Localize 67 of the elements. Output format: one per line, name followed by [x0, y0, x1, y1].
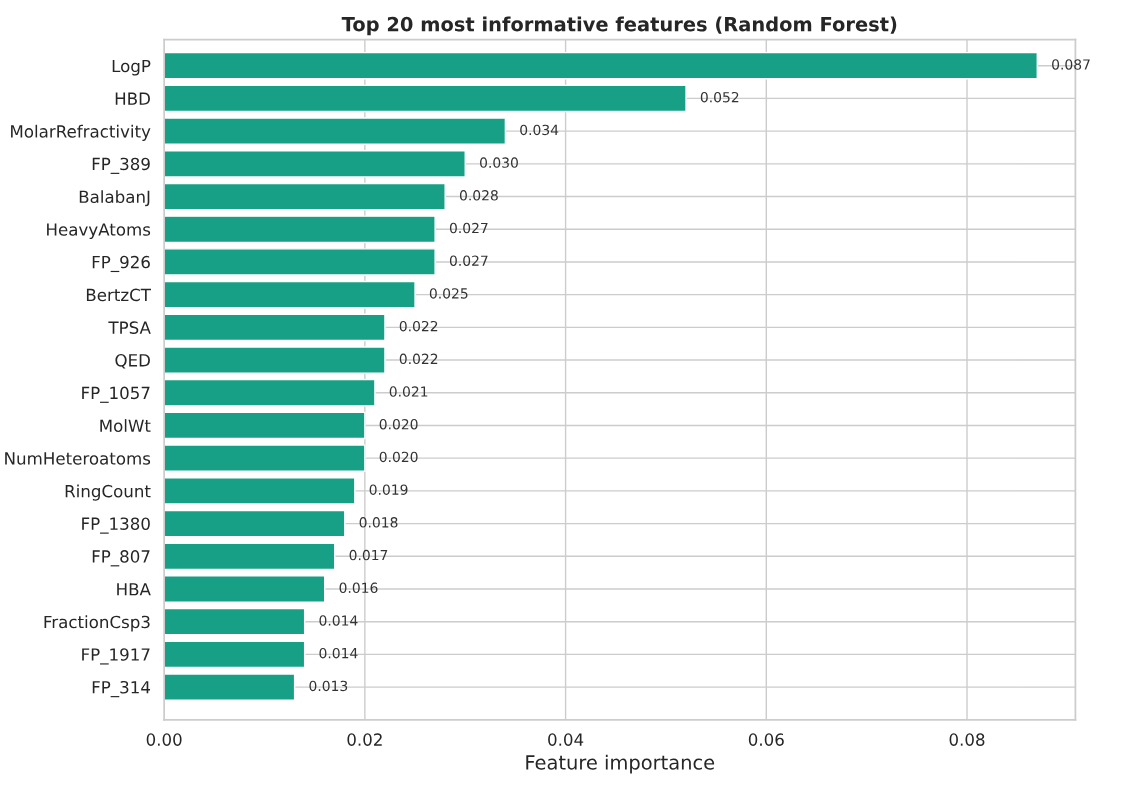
x-tick-label: 0.08: [949, 733, 985, 746]
bar: [164, 182, 446, 211]
y-tick-label: FP_1057: [82, 386, 150, 403]
y-tick-label: BertzCT: [86, 288, 151, 302]
bar: [164, 509, 346, 538]
y-tick-label: BalabanJ: [79, 190, 150, 207]
data-label: 0.022: [399, 353, 438, 365]
bar: [164, 640, 306, 669]
x-axis-title: Feature importance: [526, 754, 715, 774]
data-label: 0.018: [359, 517, 398, 528]
bar: [164, 575, 326, 603]
y-tick-label: FP_926: [92, 255, 150, 273]
data-label: 0.030: [480, 157, 518, 168]
data-label: 0.020: [379, 451, 418, 463]
y-tick-label: RingCount: [65, 484, 151, 501]
bar: [164, 346, 386, 374]
y-tick-label: LogP: [112, 59, 151, 76]
y-tick-label: NumHeteroatoms: [5, 452, 151, 465]
y-tick-label: FP_389: [92, 157, 150, 174]
y-tick-label: TPSA: [108, 321, 151, 334]
x-tick-label: 0.02: [347, 733, 382, 746]
bar: [164, 542, 336, 571]
y-tick-label: QED: [115, 354, 150, 369]
y-tick-label: FP_807: [92, 550, 150, 567]
data-label: 0.014: [319, 615, 358, 626]
data-label: 0.019: [369, 484, 408, 495]
data-label: 0.021: [389, 386, 428, 397]
bar: [164, 117, 507, 145]
bar: [164, 150, 466, 178]
bar: [164, 280, 416, 309]
bar: [164, 477, 356, 505]
data-label: 0.013: [309, 680, 348, 692]
data-label: 0.016: [339, 582, 378, 594]
bar: [164, 84, 687, 113]
chart-title: Top 20 most informative features (Random Forest): [341, 16, 897, 36]
y-tick-label: FP_314: [92, 680, 151, 698]
x-tick-label: 0.06: [748, 733, 784, 746]
bar: [164, 607, 306, 636]
bar: [164, 313, 386, 342]
y-tick-label: FP_1380: [82, 517, 150, 534]
x-tick-label: 0.04: [548, 733, 584, 746]
bar: [164, 248, 436, 276]
data-label: 0.028: [459, 190, 498, 201]
bar: [164, 378, 376, 407]
data-label: 0.087: [1052, 59, 1090, 70]
data-label: 0.020: [379, 418, 418, 430]
y-tick-label: FP_1917: [82, 648, 150, 665]
data-label: 0.027: [449, 255, 488, 266]
data-label: 0.017: [349, 549, 388, 561]
bar: [164, 411, 366, 440]
y-tick-label: MolWt: [100, 419, 151, 433]
y-tick-label: HeavyAtoms: [47, 223, 151, 240]
data-label: 0.014: [319, 647, 358, 659]
y-tick-label: HBA: [117, 583, 151, 596]
x-tick-label: 0.00: [146, 733, 182, 746]
bar: [164, 673, 296, 701]
data-label: 0.022: [399, 320, 438, 332]
bar: [164, 215, 436, 244]
y-tick-label: HBD: [115, 92, 150, 105]
data-label: 0.034: [520, 124, 559, 136]
y-tick-label: MolarRefractivity: [11, 124, 151, 141]
y-tick-label: FractionCsp3: [44, 615, 150, 632]
data-label: 0.025: [429, 288, 468, 299]
data-label: 0.027: [449, 222, 488, 234]
bar: [164, 51, 1038, 80]
data-label: 0.052: [700, 91, 739, 103]
bar: [164, 444, 366, 472]
